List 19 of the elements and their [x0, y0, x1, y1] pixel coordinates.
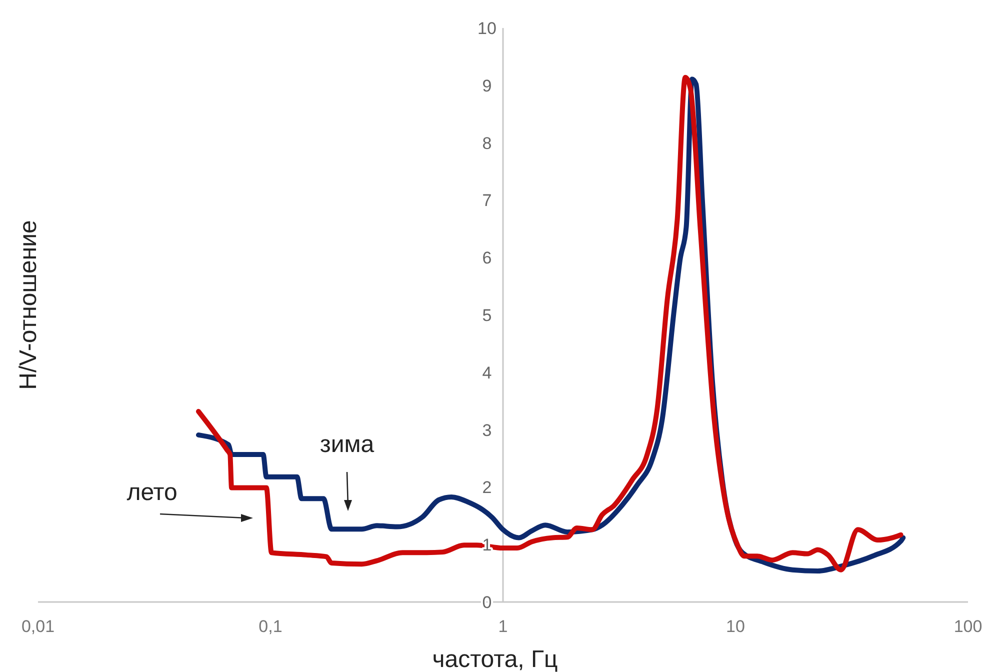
x-tick-label: 0,01 [21, 617, 55, 636]
y-axis-title: H/V-отношение [15, 220, 42, 390]
y-tick-label: 9 [482, 76, 492, 96]
y-tick-label: 5 [482, 306, 492, 325]
y-tick-label: 10 [478, 19, 496, 38]
x-tick-label: 10 [726, 617, 745, 636]
y-tick-label: 2 [482, 478, 492, 498]
y-tick-label: 0 [482, 593, 492, 612]
x-tick-label: 1 [498, 617, 508, 636]
x-axis-title: частота, Гц [432, 646, 558, 672]
x-tick-label: 100 [954, 617, 982, 636]
y-tick-label: 3 [482, 420, 492, 440]
y-tick-label: 4 [482, 363, 492, 382]
x-tick-label: 0,1 [258, 617, 282, 636]
annotation: зима [320, 431, 375, 458]
y-tick-label: 6 [482, 248, 492, 268]
annotation: лето [126, 479, 178, 506]
y-tick-label: 7 [482, 191, 492, 210]
y-tick-label: 8 [482, 134, 492, 153]
